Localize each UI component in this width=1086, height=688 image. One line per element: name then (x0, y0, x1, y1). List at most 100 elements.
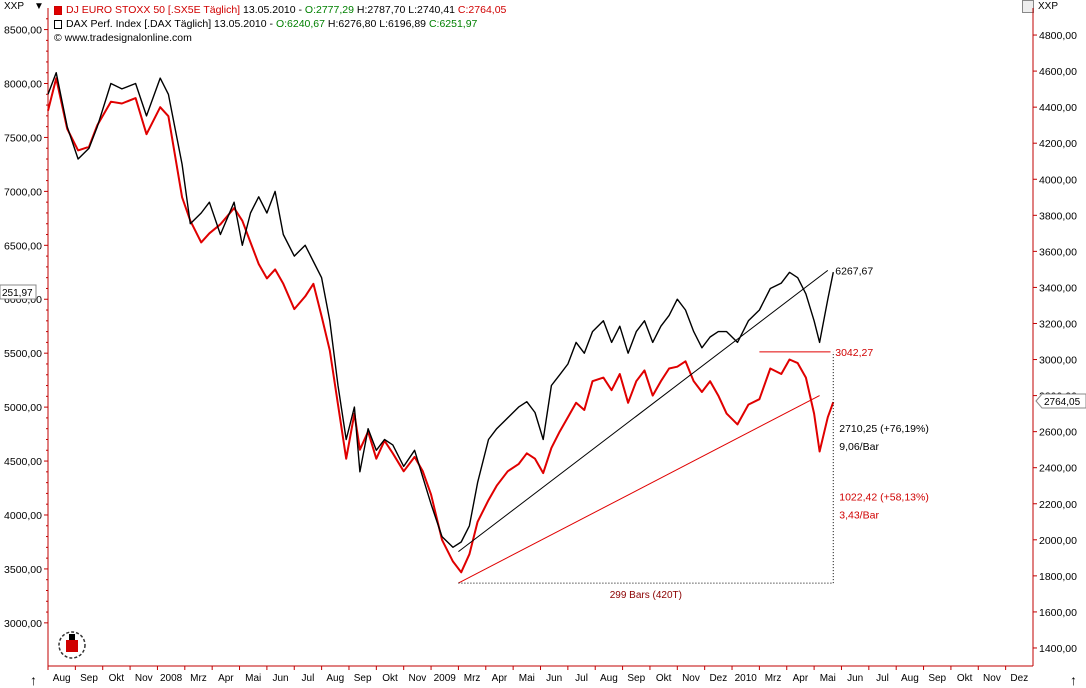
x-tick-label: 2009 (434, 673, 457, 684)
left-tick-label: 5000,00 (4, 402, 42, 414)
x-tick-label: Aug (901, 673, 919, 684)
right-price-tag: 2764,05 (1035, 393, 1086, 409)
x-tick-label: Dez (1010, 673, 1028, 684)
x-tick-label: Apr (218, 673, 234, 684)
left-tick-label: 4000,00 (4, 510, 42, 522)
stoxx-series-icon (54, 5, 62, 15)
stoxx-level-label: 3042,27 (835, 347, 873, 359)
right-scroll-up-icon[interactable]: ↑ (1070, 672, 1077, 688)
stoxx-gain-label: 1022,42 (+58,13%) (839, 492, 929, 504)
logo-laurel (58, 631, 86, 659)
right-tick-label: 3400,00 (1039, 282, 1077, 294)
chart-legend: DJ EURO STOXX 50 [.SX5E Täglich] 13.05.2… (54, 3, 506, 45)
legend-dax[interactable]: DAX Perf. Index [.DAX Täglich] 13.05.201… (54, 17, 506, 31)
dax-close: C:6251,97 (428, 18, 478, 30)
left-price-tag-text: 251,97 (2, 288, 33, 299)
right-axis-label[interactable]: XXP (1038, 1, 1059, 12)
copyright: © www.tradesignalonline.com (54, 31, 506, 45)
right-tick-label: 3200,00 (1039, 318, 1077, 330)
left-tick-label: 3000,00 (4, 618, 42, 630)
right-price-tag-box (1035, 393, 1086, 409)
x-tick-label: Dez (709, 673, 727, 684)
x-tick-label: Sep (928, 673, 946, 684)
dax-level-label: 6267,67 (835, 265, 873, 277)
x-tick-label: Mai (519, 673, 535, 684)
x-tick-label: Okt (382, 673, 398, 684)
right-tick-label: 4200,00 (1039, 138, 1077, 150)
x-tick-label: 2008 (160, 673, 183, 684)
logo-shield (66, 640, 78, 652)
x-tick-label: Mai (820, 673, 836, 684)
left-tick-label: 8000,00 (4, 79, 42, 91)
left-tick-label: 4500,00 (4, 456, 42, 468)
x-tick-label: Aug (53, 673, 71, 684)
x-tick-label: Okt (957, 673, 973, 684)
x-tick-label: Okt (109, 673, 125, 684)
dax-high: H:6276,80 (327, 18, 377, 30)
x-tick-label: Mrz (765, 673, 782, 684)
x-tick-label: Mrz (190, 673, 207, 684)
right-tick-label: 2600,00 (1039, 427, 1077, 439)
right-tick-label: 2000,00 (1039, 535, 1077, 547)
right-tick-label: 4600,00 (1039, 66, 1077, 78)
x-tick-label: Okt (656, 673, 672, 684)
right-tick-label: 1600,00 (1039, 607, 1077, 619)
left-tick-label: 3500,00 (4, 564, 42, 576)
x-tick-label: Sep (354, 673, 372, 684)
left-tick-label: 8500,00 (4, 25, 42, 37)
trendline-stoxx (458, 395, 820, 584)
stoxx-close: C:2764,05 (457, 4, 507, 16)
x-tick-label: Mrz (464, 673, 481, 684)
left-tick-label: 6500,00 (4, 240, 42, 252)
x-tick-label: Mai (245, 673, 261, 684)
right-tick-label: 3600,00 (1039, 246, 1077, 258)
stoxx-per-bar-label: 3,43/Bar (839, 510, 879, 522)
x-tick-label: Aug (326, 673, 344, 684)
right-tick-label: 2400,00 (1039, 463, 1077, 475)
left-axis-label[interactable]: XXP (4, 1, 25, 12)
dax-series-icon (54, 19, 62, 29)
left-price-tag-box (0, 284, 37, 300)
right-tick-label: 3800,00 (1039, 210, 1077, 222)
corner-resize-icon[interactable] (1022, 0, 1034, 13)
dax-gain-label: 2710,25 (+76,19%) (839, 423, 929, 435)
legend-stoxx[interactable]: DJ EURO STOXX 50 [.SX5E Täglich] 13.05.2… (54, 3, 506, 17)
tradesignal-logo (58, 631, 86, 659)
x-tick-label: 2010 (735, 673, 758, 684)
stoxx-open: O:2777,29 (304, 4, 354, 16)
x-tick-label: Jun (546, 673, 562, 684)
series-line-stoxx (47, 77, 835, 574)
annotation-layer: 6267,67 3042,27 2710,25 (+76,19%) 9,06/Bar 1… (0, 265, 1086, 659)
right-tick-label: 4800,00 (1039, 30, 1077, 42)
left-tick-label: 7500,00 (4, 132, 42, 144)
dax-name: DAX Perf. Index [.DAX Täglich] (66, 18, 212, 30)
right-tick-label: 3000,00 (1039, 355, 1077, 367)
dax-date: 13.05.2010 - (214, 18, 274, 30)
series-line-dax (47, 72, 834, 548)
trendline-dax (458, 269, 829, 553)
x-tick-label: Jun (847, 673, 863, 684)
x-tick-label: Nov (408, 673, 426, 684)
x-tick-label: Jul (302, 673, 315, 684)
left-tick-label: 7000,00 (4, 186, 42, 198)
right-price-tag-text: 2764,05 (1044, 397, 1081, 408)
x-tick-label: Jul (575, 673, 588, 684)
left-scroll-up-icon[interactable]: ↑ (30, 672, 37, 688)
right-tick-label: 4400,00 (1039, 102, 1077, 114)
left-axis-menu-icon[interactable]: ▼ (34, 1, 44, 12)
right-tick-label: 1400,00 (1039, 643, 1077, 655)
x-tick-label: Aug (600, 673, 618, 684)
stoxx-date: 13.05.2010 - (243, 4, 302, 16)
x-tick-label: Nov (983, 673, 1001, 684)
left-tick-label: 5500,00 (4, 348, 42, 360)
x-tick-label: Apr (492, 673, 508, 684)
x-tick-label: Nov (135, 673, 153, 684)
dax-low: L:6196,89 (379, 18, 427, 30)
bars-label: 299 Bars (420T) (610, 590, 682, 601)
stoxx-high: H:2787,70 (356, 4, 406, 16)
stoxx-name: DJ EURO STOXX 50 [.SX5E Täglich] (66, 4, 241, 16)
stoxx-low: L:2740,41 (408, 4, 455, 16)
logo-figure (69, 634, 75, 640)
right-tick-label: 4000,00 (1039, 174, 1077, 186)
